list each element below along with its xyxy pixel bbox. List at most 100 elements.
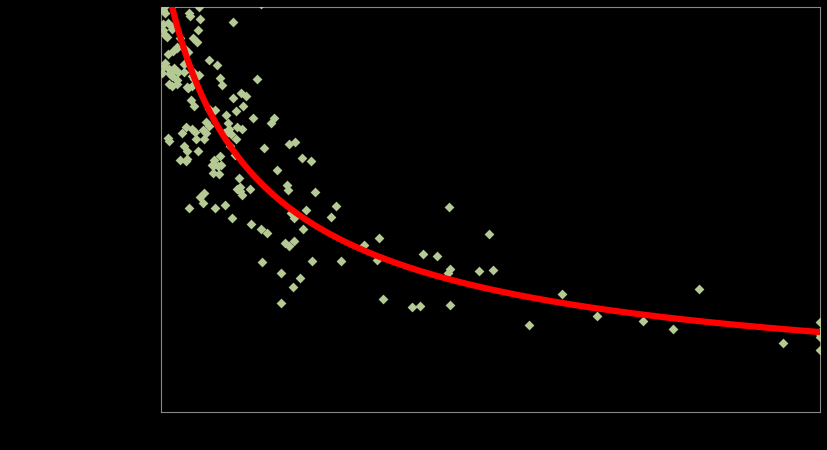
- Point: [199, 118, 213, 125]
- Point: [198, 189, 211, 196]
- Point: [202, 122, 215, 130]
- Point: [260, 229, 273, 236]
- Point: [221, 128, 234, 135]
- Point: [329, 202, 342, 210]
- Point: [304, 157, 318, 164]
- Point: [155, 69, 168, 76]
- Point: [282, 141, 295, 148]
- Point: [222, 126, 236, 133]
- Point: [162, 138, 175, 145]
- Point: [275, 299, 288, 306]
- Point: [228, 151, 241, 158]
- Point: [257, 144, 270, 151]
- Point: [197, 127, 210, 134]
- Point: [164, 0, 177, 5]
- Point: [218, 202, 231, 209]
- Point: [522, 321, 535, 328]
- Point: [156, 6, 170, 14]
- Point: [294, 274, 307, 282]
- Point: [184, 97, 197, 104]
- Point: [229, 107, 242, 114]
- Point: [199, 129, 213, 136]
- Point: [265, 119, 278, 126]
- Point: [280, 181, 293, 189]
- Point: [179, 46, 192, 53]
- Point: [224, 130, 237, 137]
- Point: [443, 265, 457, 272]
- Point: [164, 69, 177, 76]
- Point: [812, 319, 825, 326]
- Point: [233, 184, 246, 191]
- Point: [812, 333, 825, 341]
- Point: [208, 204, 221, 211]
- Point: [189, 129, 202, 136]
- Point: [229, 135, 242, 142]
- Point: [161, 50, 174, 57]
- Point: [158, 9, 171, 17]
- Point: [196, 199, 209, 207]
- Point: [288, 139, 301, 146]
- Point: [441, 269, 454, 276]
- Point: [179, 123, 193, 130]
- Point: [161, 20, 174, 27]
- Point: [442, 203, 455, 211]
- Point: [225, 214, 238, 221]
- Point: [173, 35, 186, 42]
- Point: [166, 1, 179, 8]
- Point: [190, 38, 203, 45]
- Point: [170, 76, 184, 84]
- Point: [197, 135, 210, 143]
- Point: [324, 214, 337, 221]
- Point: [208, 157, 221, 164]
- Point: [299, 207, 312, 214]
- Point: [333, 257, 347, 264]
- Point: [193, 15, 206, 22]
- Point: [413, 302, 426, 310]
- Point: [812, 328, 825, 336]
- Point: [555, 291, 568, 298]
- Point: [278, 240, 291, 247]
- Point: [691, 286, 705, 293]
- Point: [214, 162, 227, 169]
- Point: [192, 4, 205, 11]
- Point: [160, 0, 173, 6]
- Point: [254, 0, 267, 8]
- Point: [294, 154, 308, 162]
- Point: [186, 34, 199, 41]
- Point: [177, 61, 190, 68]
- Point: [181, 84, 194, 91]
- Point: [179, 155, 193, 162]
- Point: [189, 135, 203, 142]
- Point: [162, 81, 175, 88]
- Point: [165, 73, 178, 80]
- Point: [243, 185, 256, 192]
- Point: [812, 346, 825, 354]
- Point: [156, 27, 170, 34]
- Point: [156, 0, 170, 1]
- Point: [157, 62, 170, 69]
- Point: [179, 158, 192, 165]
- Point: [270, 166, 284, 174]
- Point: [162, 65, 175, 72]
- Point: [167, 64, 180, 71]
- Point: [234, 90, 247, 97]
- Point: [284, 210, 298, 217]
- Point: [170, 80, 184, 87]
- Point: [156, 20, 170, 27]
- Point: [231, 186, 244, 193]
- Point: [191, 27, 204, 34]
- Point: [636, 317, 649, 324]
- Point: [156, 0, 170, 6]
- Point: [180, 83, 194, 90]
- Point: [213, 152, 227, 159]
- Point: [256, 258, 269, 265]
- Point: [177, 68, 190, 75]
- Point: [191, 147, 204, 154]
- Point: [198, 0, 211, 2]
- Point: [208, 107, 222, 114]
- Point: [159, 0, 172, 2]
- Point: [185, 82, 198, 90]
- Point: [180, 148, 194, 155]
- Point: [163, 70, 176, 77]
- Point: [405, 303, 418, 310]
